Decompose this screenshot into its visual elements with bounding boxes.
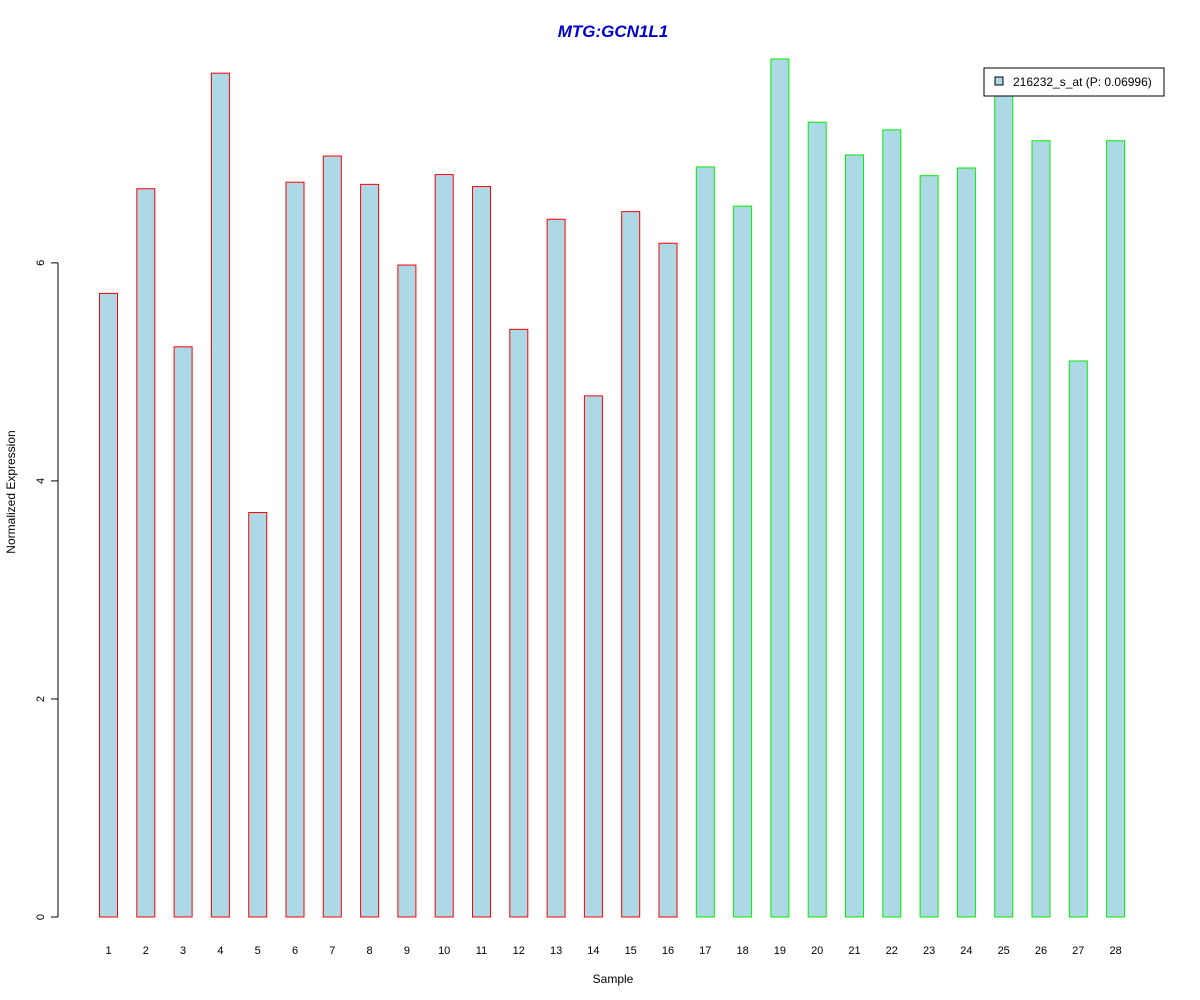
- x-tick-label: 5: [255, 945, 261, 957]
- x-tick-label: 26: [1035, 945, 1047, 957]
- x-tick-label: 17: [699, 945, 711, 957]
- x-tick-label: 2: [143, 945, 149, 957]
- bar-sample-18: [733, 205, 753, 918]
- y-tick-label: 6: [35, 260, 47, 266]
- bar-sample-10: [434, 174, 454, 918]
- x-tick-label: 23: [923, 945, 935, 957]
- bar-sample-26: [1031, 140, 1051, 918]
- bar-sample-20: [807, 121, 827, 918]
- x-tick-label: 13: [550, 945, 562, 957]
- x-tick-label: 24: [960, 945, 972, 957]
- bar-sample-27: [1068, 360, 1088, 918]
- bar-sample-19: [770, 58, 790, 918]
- x-tick-label: 28: [1109, 945, 1121, 957]
- x-tick-label: 22: [886, 945, 898, 957]
- bar-sample-28: [1106, 140, 1126, 918]
- x-tick-label: 16: [662, 945, 674, 957]
- y-tick-label: 2: [35, 696, 47, 702]
- bar-sample-7: [322, 155, 342, 918]
- y-tick-label: 0: [35, 914, 47, 920]
- bar-sample-15: [621, 211, 641, 918]
- x-tick-label: 4: [217, 945, 223, 957]
- x-tick-label: 11: [476, 945, 487, 957]
- x-tick-label: 21: [848, 945, 860, 957]
- x-tick-labels: 1 2 3 4 5 6 7 8 9 10 11 12 13 14 15 16 17 18 19 20 21 22 23 24 2…: [105, 945, 1121, 957]
- x-tick-label: 9: [404, 945, 410, 957]
- y-axis: 0 2 4 6: [35, 260, 59, 920]
- bar-sample-9: [397, 264, 417, 918]
- x-tick-label: 15: [625, 945, 637, 957]
- x-tick-label: 1: [105, 945, 111, 957]
- bar-sample-25: [994, 89, 1014, 918]
- bar-sample-14: [583, 395, 603, 918]
- bar-sample-24: [956, 167, 976, 918]
- bar-sample-6: [285, 181, 305, 918]
- chart-title: MTG:GCN1L1: [558, 22, 669, 41]
- x-axis-label: Sample: [593, 972, 634, 986]
- x-tick-label: 25: [998, 945, 1010, 957]
- bar-sample-11: [472, 186, 491, 918]
- x-tick-label: 8: [367, 945, 373, 957]
- x-tick-label: 3: [180, 945, 186, 957]
- x-tick-label: 10: [438, 945, 450, 957]
- bar-sample-22: [882, 129, 902, 918]
- bar-sample-21: [845, 154, 864, 918]
- bar-sample-23: [919, 175, 939, 918]
- legend: 216232_s_at (P: 0.06996): [983, 67, 1165, 97]
- bar-sample-5: [248, 512, 268, 918]
- bar-sample-17: [695, 166, 715, 918]
- x-tick-label: 6: [292, 945, 298, 957]
- bar-sample-2: [136, 188, 156, 918]
- x-tick-label: 27: [1072, 945, 1084, 957]
- bar-sample-16: [658, 242, 678, 918]
- legend-box: [983, 67, 1165, 97]
- bar-sample-4: [210, 72, 230, 918]
- legend-series-name: 216232_s_at (P: 0.06996): [1013, 75, 1152, 89]
- bar-sample-3: [173, 346, 193, 918]
- x-tick-label: 12: [513, 945, 525, 957]
- x-tick-label: 20: [811, 945, 823, 957]
- y-axis-label: Normalized Expression: [4, 430, 18, 553]
- y-tick-label: 4: [35, 478, 47, 484]
- x-tick-label: 7: [329, 945, 335, 957]
- legend-swatch: [994, 76, 1004, 86]
- bar-sample-13: [546, 218, 566, 918]
- bars: [99, 58, 1126, 918]
- x-tick-label: 19: [774, 945, 786, 957]
- x-tick-label: 14: [587, 945, 599, 957]
- bar-sample-12: [509, 328, 529, 918]
- bar-sample-8: [360, 183, 380, 918]
- x-tick-label: 18: [736, 945, 748, 957]
- bar-sample-1: [99, 292, 118, 918]
